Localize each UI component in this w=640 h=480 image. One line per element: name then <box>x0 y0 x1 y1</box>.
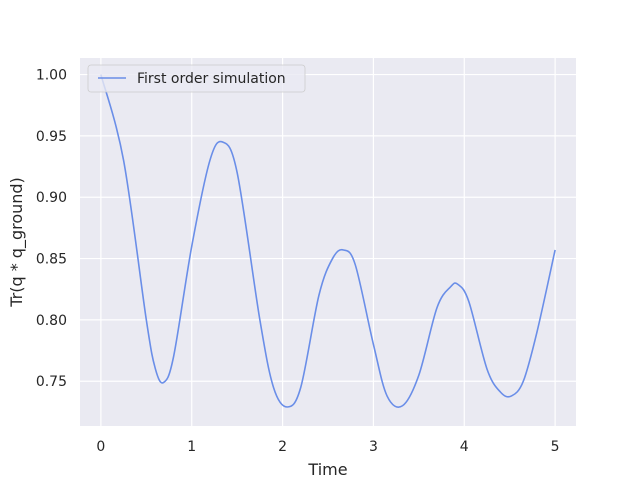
legend-label: First order simulation <box>137 71 286 87</box>
y-axis-label: Tr(q * q_ground) <box>7 177 27 308</box>
y-tick-label: 0.90 <box>36 190 67 206</box>
x-tick-labels: 0 1 2 3 4 5 <box>96 439 559 455</box>
y-tick-label: 0.95 <box>36 129 67 145</box>
legend-box <box>87 64 306 93</box>
plot-background <box>80 58 576 426</box>
x-tick-label: 0 <box>96 439 105 455</box>
x-tick-label: 5 <box>551 439 560 455</box>
y-tick-labels: 0.75 0.80 0.85 0.90 0.95 1.00 <box>36 68 67 391</box>
x-axis-label: Time <box>307 460 347 479</box>
x-tick-label: 4 <box>460 439 469 455</box>
x-tick-label: 1 <box>187 439 196 455</box>
y-tick-label: 0.85 <box>36 252 67 268</box>
x-tick-label: 3 <box>369 439 378 455</box>
x-tick-label: 2 <box>278 439 287 455</box>
series-line <box>100 74 556 408</box>
y-tick-label: 0.75 <box>36 374 67 390</box>
series-layer <box>100 74 556 408</box>
y-tick-label: 1.00 <box>36 68 67 84</box>
y-tick-label: 0.80 <box>36 313 67 329</box>
legend: First order simulation <box>87 64 306 93</box>
